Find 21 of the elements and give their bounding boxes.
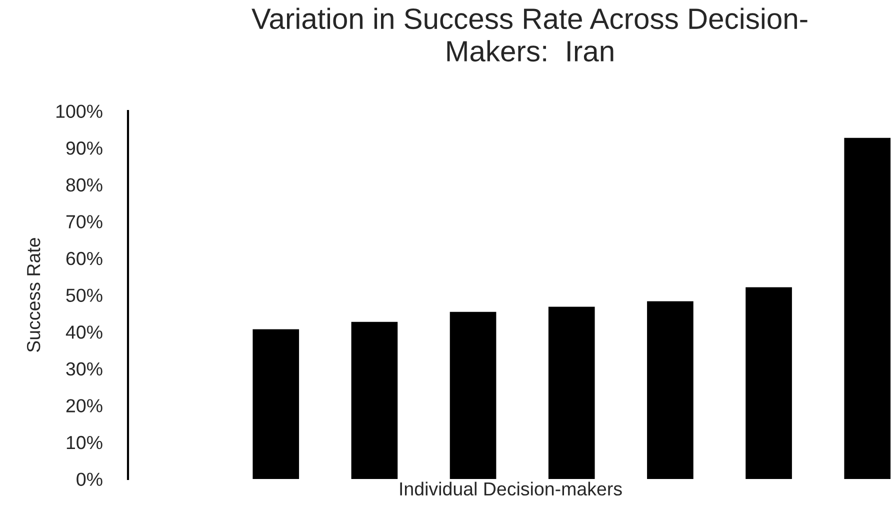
y-tick-label: 60%	[66, 252, 102, 266]
y-tick-label: 30%	[66, 362, 102, 376]
y-tick-label: 0%	[76, 472, 102, 486]
x-axis-title: Individual Decision-makers	[400, 482, 622, 496]
bar	[450, 312, 496, 479]
y-tick-label: 90%	[66, 142, 102, 155]
y-tick-label: 80%	[66, 178, 102, 192]
y-tick-label: 70%	[66, 215, 102, 228]
y-tick-label: 50%	[66, 288, 102, 302]
bar	[548, 306, 595, 479]
bar	[351, 322, 398, 479]
y-axis-title: Success Rate	[26, 238, 40, 352]
bar	[844, 138, 891, 479]
y-tick-label: 40%	[66, 326, 102, 339]
bar	[746, 287, 792, 479]
chart-title: Variation in Success Rate Across Decision-Makers: Iran	[252, 8, 808, 62]
y-tick-label: 10%	[66, 436, 102, 450]
y-tick-label: 100%	[56, 104, 102, 118]
y-tick-label: 20%	[66, 399, 102, 412]
bar	[252, 329, 300, 479]
bar	[647, 301, 694, 479]
